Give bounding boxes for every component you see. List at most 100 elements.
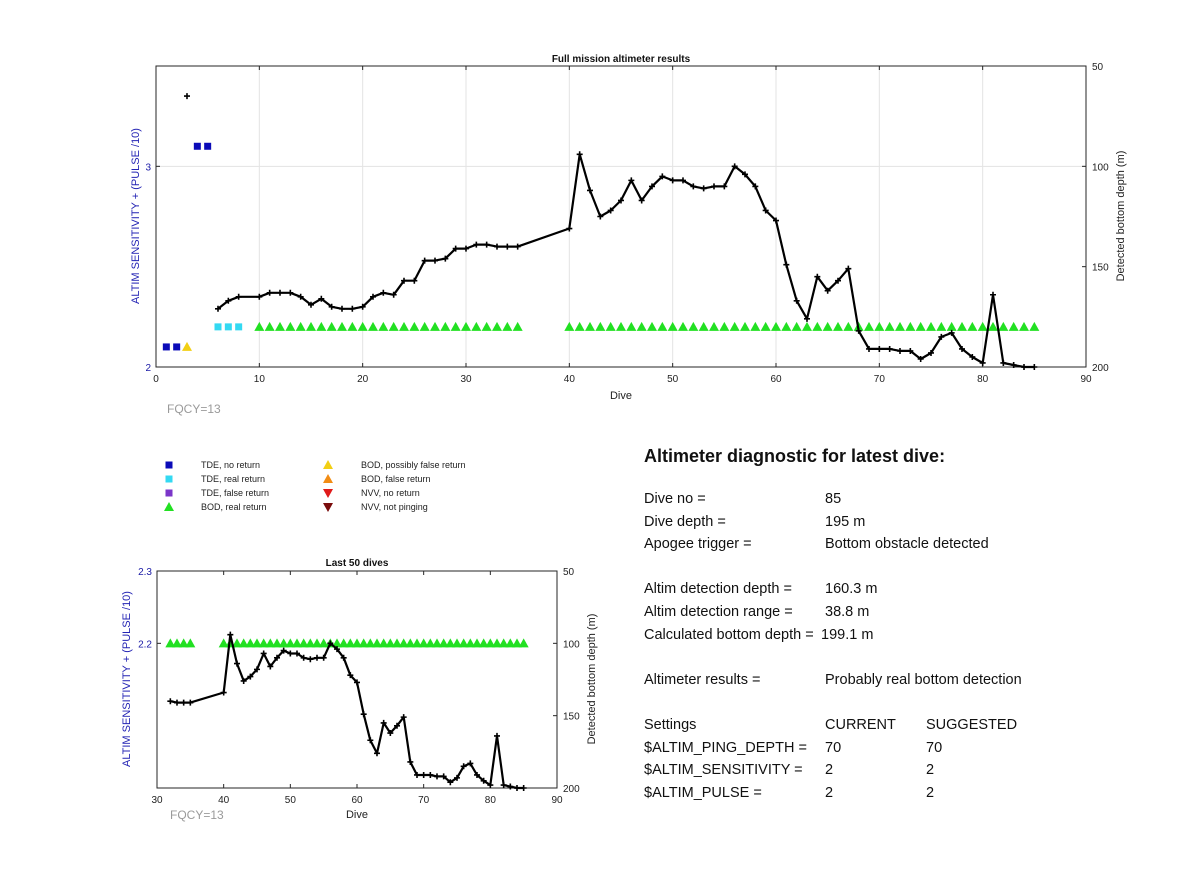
bod-real-return-marker	[399, 321, 409, 331]
depth-point	[587, 187, 593, 194]
bod-real-return-marker	[275, 321, 285, 331]
legend-label: TDE, no return	[201, 460, 260, 470]
depth-point	[876, 345, 883, 352]
dive-no-label: Dive no =	[644, 491, 706, 507]
bod-real-return-marker	[425, 638, 436, 648]
depth-point	[307, 656, 314, 663]
bod-real-return-marker	[272, 638, 282, 648]
depth-point	[711, 183, 717, 190]
depth-point	[167, 698, 174, 705]
bod-real-return-marker	[512, 638, 522, 648]
depth-point	[669, 177, 676, 184]
pulse-suggested: 2	[926, 784, 935, 801]
bod-real-return-marker	[926, 321, 936, 331]
tde-real-return-marker	[224, 323, 232, 331]
bod-real-return-marker	[368, 321, 378, 331]
depth-point	[254, 666, 260, 673]
depth-point	[463, 245, 469, 252]
bod-real-return-marker	[347, 321, 358, 331]
bod-real-return-marker	[445, 638, 456, 648]
depth-point	[460, 763, 467, 770]
bottom-left-y-ticks: 2.2 2.3	[138, 567, 161, 650]
depth-series-line	[217, 153, 1035, 369]
depth-point	[814, 273, 821, 280]
bod-real-return-marker	[292, 638, 302, 648]
bod-real-return-marker	[461, 321, 471, 331]
ping-depth-current: 70	[825, 739, 842, 756]
depth-point	[274, 654, 280, 661]
depth-point	[280, 647, 287, 654]
top-right-y-ticks: 50 100 150 200	[1082, 62, 1109, 374]
legend-triangle-down-marker	[323, 489, 333, 498]
bod-real-return-marker	[378, 321, 389, 331]
pulse-label: $ALTIM_PULSE =	[644, 784, 762, 801]
depth-point	[287, 289, 294, 296]
depth-point	[339, 305, 345, 312]
full-mission-chart: Full mission altimeter results 0 10 20 30 40…	[130, 54, 1127, 416]
bod-real-return-marker	[295, 321, 306, 331]
x-tick-label: 70	[874, 374, 886, 385]
x-tick-label: 80	[485, 795, 497, 806]
bod-real-return-marker	[874, 321, 885, 331]
y-right-tick-label: 50	[563, 567, 575, 578]
bod-real-return-marker	[385, 638, 396, 648]
x-tick-label: 0	[153, 374, 159, 385]
bod-real-return-marker	[719, 321, 730, 331]
depth-point	[990, 291, 996, 298]
bod-real-return-marker	[709, 321, 719, 331]
depth-point	[690, 183, 697, 190]
bod-real-return-marker	[781, 321, 792, 331]
bod-real-return-marker	[729, 321, 740, 331]
calc-depth-row: Calculated bottom depth = 199.1 m	[644, 627, 1164, 650]
depth-point	[607, 207, 614, 214]
diagnostic-title: Altimeter diagnostic for latest dive:	[644, 446, 946, 466]
bod-real-return-marker	[740, 321, 750, 331]
legend-label: BOD, false return	[361, 474, 431, 484]
depth-point	[320, 654, 327, 661]
depth-point	[354, 679, 360, 686]
settings-header-row: Settings CURRENT SUGGESTED	[644, 717, 1164, 740]
results-row: Altimeter results = Probably real bottom…	[644, 672, 1164, 695]
dive-depth-row: Dive depth = 195 m	[644, 514, 1164, 537]
bottom-markers	[165, 638, 529, 648]
bod-real-return-marker	[822, 321, 833, 331]
bod-real-return-marker	[595, 321, 606, 331]
depth-point	[514, 785, 520, 791]
bod-real-return-marker	[647, 321, 657, 331]
depth-point	[387, 730, 394, 737]
bod-real-return-marker	[172, 638, 182, 648]
depth-point	[948, 329, 955, 336]
bod-real-return-marker	[1019, 321, 1029, 331]
depth-point	[247, 673, 254, 680]
depth-point	[359, 303, 366, 310]
depth-point	[487, 782, 494, 789]
depth-point	[454, 774, 460, 781]
legend-label: BOD, possibly false return	[361, 460, 466, 470]
bod-real-return-marker	[498, 638, 509, 648]
x-tick-label: 40	[564, 374, 576, 385]
bod-real-return-marker	[185, 638, 196, 648]
bod-real-return-marker	[564, 321, 575, 331]
bod-real-return-marker	[278, 638, 289, 648]
depth-point	[979, 359, 986, 366]
bottom-x-axis-label: Dive	[346, 809, 368, 821]
depth-point	[1010, 361, 1017, 368]
tde-real-return-marker	[235, 323, 243, 331]
depth-point	[566, 225, 573, 232]
depth-point	[407, 758, 414, 765]
x-tick-label: 60	[770, 374, 782, 385]
top-x-axis-label: Dive	[610, 390, 632, 402]
depth-point	[452, 245, 459, 252]
bod-real-return-marker	[465, 638, 476, 648]
depth-point	[180, 699, 187, 706]
x-tick-label: 50	[667, 374, 679, 385]
legend-triangle-up-marker	[323, 460, 333, 469]
bod-real-return-marker	[405, 638, 416, 648]
bod-real-return-marker	[481, 321, 492, 331]
depth-point	[327, 640, 334, 647]
bottom-left-axis-label: ALTIM SENSITIVITY + (PULSE /10)	[121, 591, 133, 767]
bottom-right-y-ticks: 50 100 150 200	[553, 567, 580, 795]
depth-point	[628, 177, 635, 184]
bod-real-return-marker	[657, 321, 668, 331]
bod-real-return-marker	[905, 321, 916, 331]
